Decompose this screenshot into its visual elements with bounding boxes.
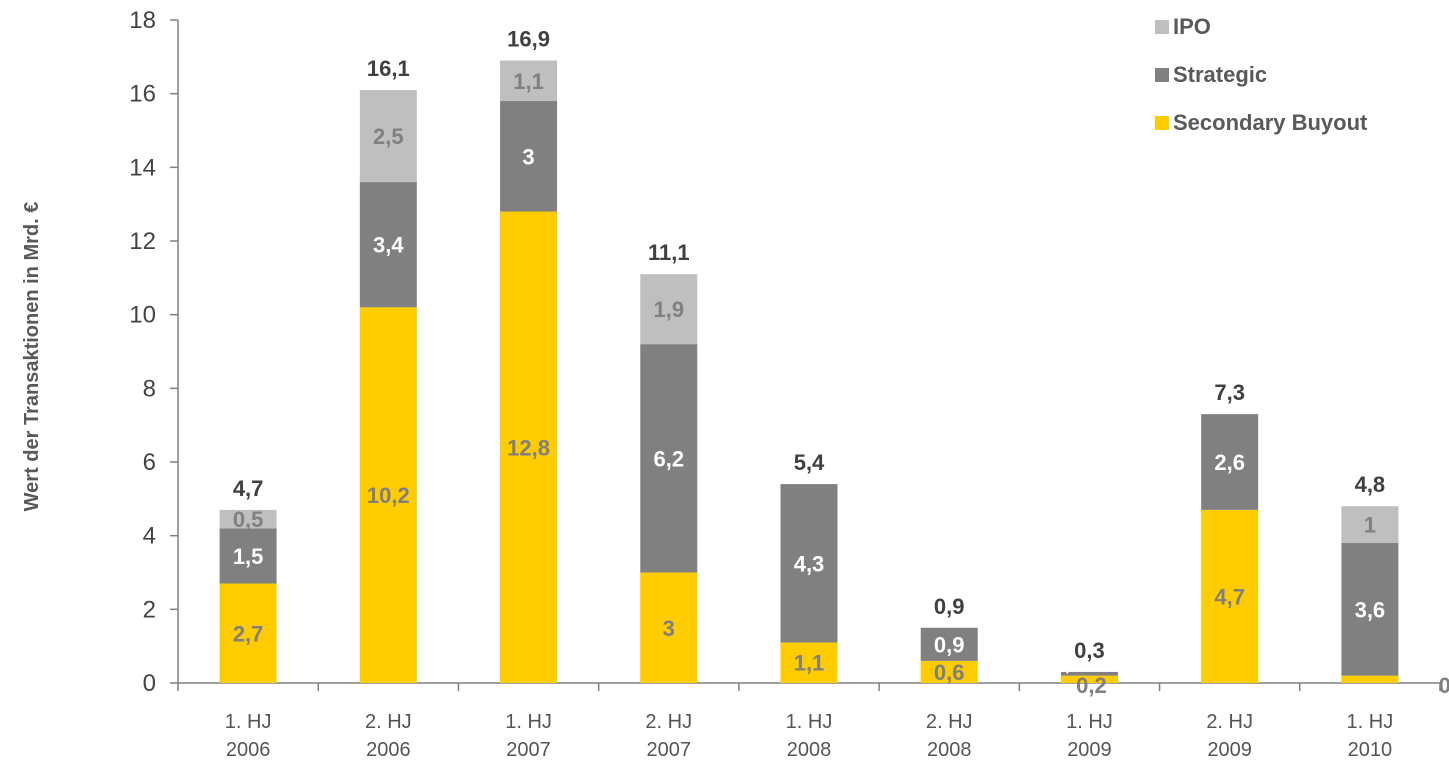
total-label: 4,7 [233, 476, 264, 501]
bar-segment-secondary-buyout [1201, 509, 1259, 683]
y-tick-label: 18 [129, 7, 156, 34]
data-label-secondary-buyout: 0,2 [1439, 673, 1449, 698]
total-label: 0,3 [1074, 638, 1105, 663]
x-tick-label: 2. HJ [1206, 711, 1253, 733]
bar-segment-secondary-buyout [640, 572, 698, 683]
total-label: 0,9 [934, 594, 965, 619]
legend-entry: Secondary Buyout [1173, 110, 1368, 135]
x-tick-label: 2. HJ [365, 711, 412, 733]
y-tick-label: 12 [129, 228, 156, 255]
y-tick-label: 8 [143, 375, 156, 402]
x-tick-label: 2007 [647, 739, 692, 761]
legend-entry: Strategic [1173, 62, 1267, 87]
bar-segment-secondary-buyout [500, 211, 558, 684]
bar-segment-secondary-buyout [1060, 675, 1118, 683]
x-tick-label: 1. HJ [1347, 711, 1394, 733]
data-label-secondary-buyout: 12,8 [507, 435, 550, 460]
y-tick-label: 14 [129, 154, 156, 181]
x-tick-label: 1. HJ [225, 711, 272, 733]
data-label-secondary-buyout: 1,1 [794, 651, 825, 676]
data-label-strategic: 4,3 [794, 551, 825, 576]
bar-segment-ipo [1341, 506, 1399, 544]
x-tick-label: 2008 [787, 739, 832, 761]
x-tick-label: 2009 [1207, 739, 1252, 761]
data-label-ipo: 1 [1364, 513, 1376, 538]
y-tick-label: 16 [129, 81, 156, 108]
data-label-secondary-buyout: 4,7 [1214, 584, 1245, 609]
y-axis-title: Wert der Transaktionen in Mrd. € [21, 202, 43, 512]
data-label-strategic: 3 [522, 144, 534, 169]
x-tick-label: 2006 [366, 739, 411, 761]
total-label: 11,1 [648, 240, 690, 265]
bar-segment-strategic [1341, 543, 1399, 676]
total-label: 16,9 [507, 27, 550, 52]
y-tick-label: 2 [143, 596, 156, 623]
bar-segment-strategic [780, 484, 838, 643]
x-tick-label: 2010 [1348, 739, 1393, 761]
total-label: 7,3 [1214, 380, 1245, 405]
bar-segment-secondary-buyout [359, 307, 417, 683]
data-label-secondary-buyout: 0,6 [934, 660, 965, 685]
bar-segment-secondary-buyout [219, 583, 277, 683]
y-tick-label: 0 [143, 670, 156, 697]
x-tick-label: 1. HJ [1066, 711, 1113, 733]
data-label-strategic: 2,6 [1214, 450, 1245, 475]
data-label-strategic: 1,5 [233, 544, 264, 569]
bar-segment-secondary-buyout [920, 660, 978, 683]
legend-swatch [1155, 68, 1169, 82]
data-label-strategic: 0,1 [1052, 650, 1083, 675]
data-label-strategic: 0,9 [934, 632, 965, 657]
bar-segment-strategic [500, 101, 558, 212]
data-label-strategic: 3,4 [373, 233, 404, 258]
x-tick-label: 1. HJ [786, 711, 833, 733]
x-tick-label: 2. HJ [926, 711, 973, 733]
legend-swatch [1155, 20, 1169, 34]
y-tick-label: 10 [129, 302, 156, 329]
y-tick-label: 6 [143, 449, 156, 476]
legend-entry: IPO [1173, 14, 1211, 39]
data-label-ipo: 2,5 [373, 124, 404, 149]
data-label-secondary-buyout: 3 [663, 616, 675, 641]
x-tick-label: 2008 [927, 739, 972, 761]
bar-segment-ipo [359, 89, 417, 183]
data-label-secondary-buyout: 10,2 [367, 483, 410, 508]
data-label-ipo: 1,9 [653, 297, 684, 322]
total-label: 16,1 [367, 56, 410, 81]
data-label-secondary-buyout: 2,7 [233, 621, 264, 646]
bar-segment-ipo [640, 274, 698, 345]
data-label-ipo: 0,5 [233, 507, 264, 532]
data-label-ipo: 1,1 [513, 69, 544, 94]
y-tick-label: 4 [143, 523, 156, 550]
bar-segment-strategic [920, 627, 978, 661]
data-label-strategic: 6,2 [653, 446, 684, 471]
bar-segment-strategic [1201, 414, 1259, 510]
x-tick-label: 2009 [1067, 739, 1112, 761]
x-tick-label: 2006 [226, 739, 271, 761]
x-tick-label: 2007 [506, 739, 551, 761]
bar-segment-strategic [219, 528, 277, 584]
x-tick-label: 1. HJ [505, 711, 552, 733]
total-label: 4,8 [1355, 472, 1386, 497]
total-label: 5,4 [794, 450, 825, 475]
data-label-strategic: 3,6 [1355, 597, 1386, 622]
bar-segment-strategic [1060, 671, 1118, 676]
bar-segment-ipo [500, 60, 558, 102]
bar-segment-strategic [359, 182, 417, 308]
bar-segment-secondary-buyout [1341, 675, 1399, 683]
bar-segment-ipo [219, 509, 277, 529]
bar-segment-secondary-buyout [780, 642, 838, 683]
data-label-secondary-buyout: 0,2 [1076, 673, 1107, 698]
bar-segment-strategic [640, 344, 698, 573]
legend-swatch [1155, 116, 1169, 130]
x-tick-label: 2. HJ [645, 711, 692, 733]
